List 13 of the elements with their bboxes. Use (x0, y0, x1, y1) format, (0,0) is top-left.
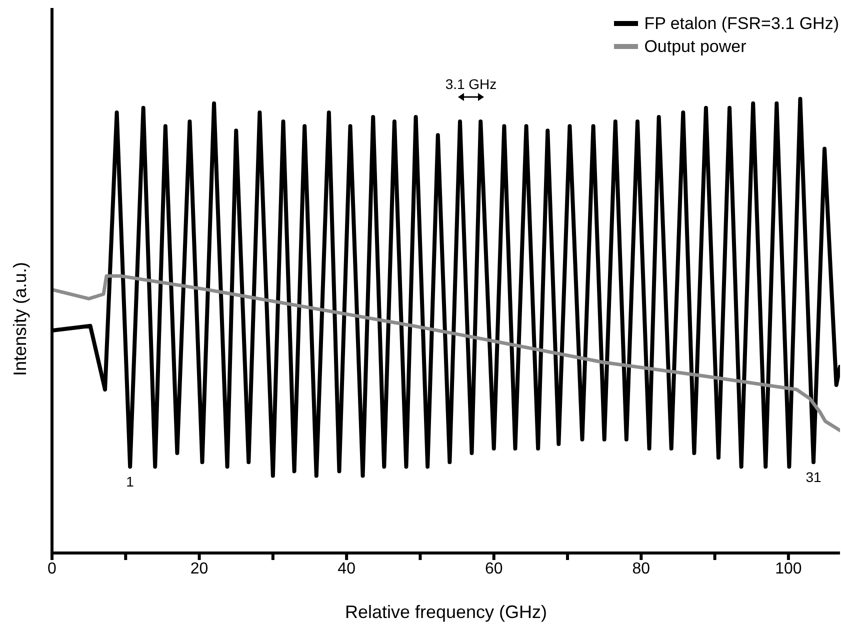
y-axis-title: Intensity (a.u.) (10, 262, 30, 376)
annotation: 1 (126, 474, 134, 490)
annotation: 31 (806, 469, 822, 486)
x-tick-label: 60 (484, 560, 503, 578)
legend-label: Output power (644, 36, 746, 58)
x-tick-label: 40 (338, 560, 356, 578)
x-tick-label: 80 (632, 560, 650, 578)
legend-label: FP etalon (FSR=3.1 GHz) (644, 13, 839, 35)
x-tick-label: 100 (775, 560, 802, 578)
x-axis-title: Relative frequency (GHz) (344, 602, 548, 622)
text: 3.1 GHz (444, 76, 498, 92)
x-tick-label: 20 (190, 560, 208, 578)
x-tick-label: 0 (48, 560, 57, 578)
